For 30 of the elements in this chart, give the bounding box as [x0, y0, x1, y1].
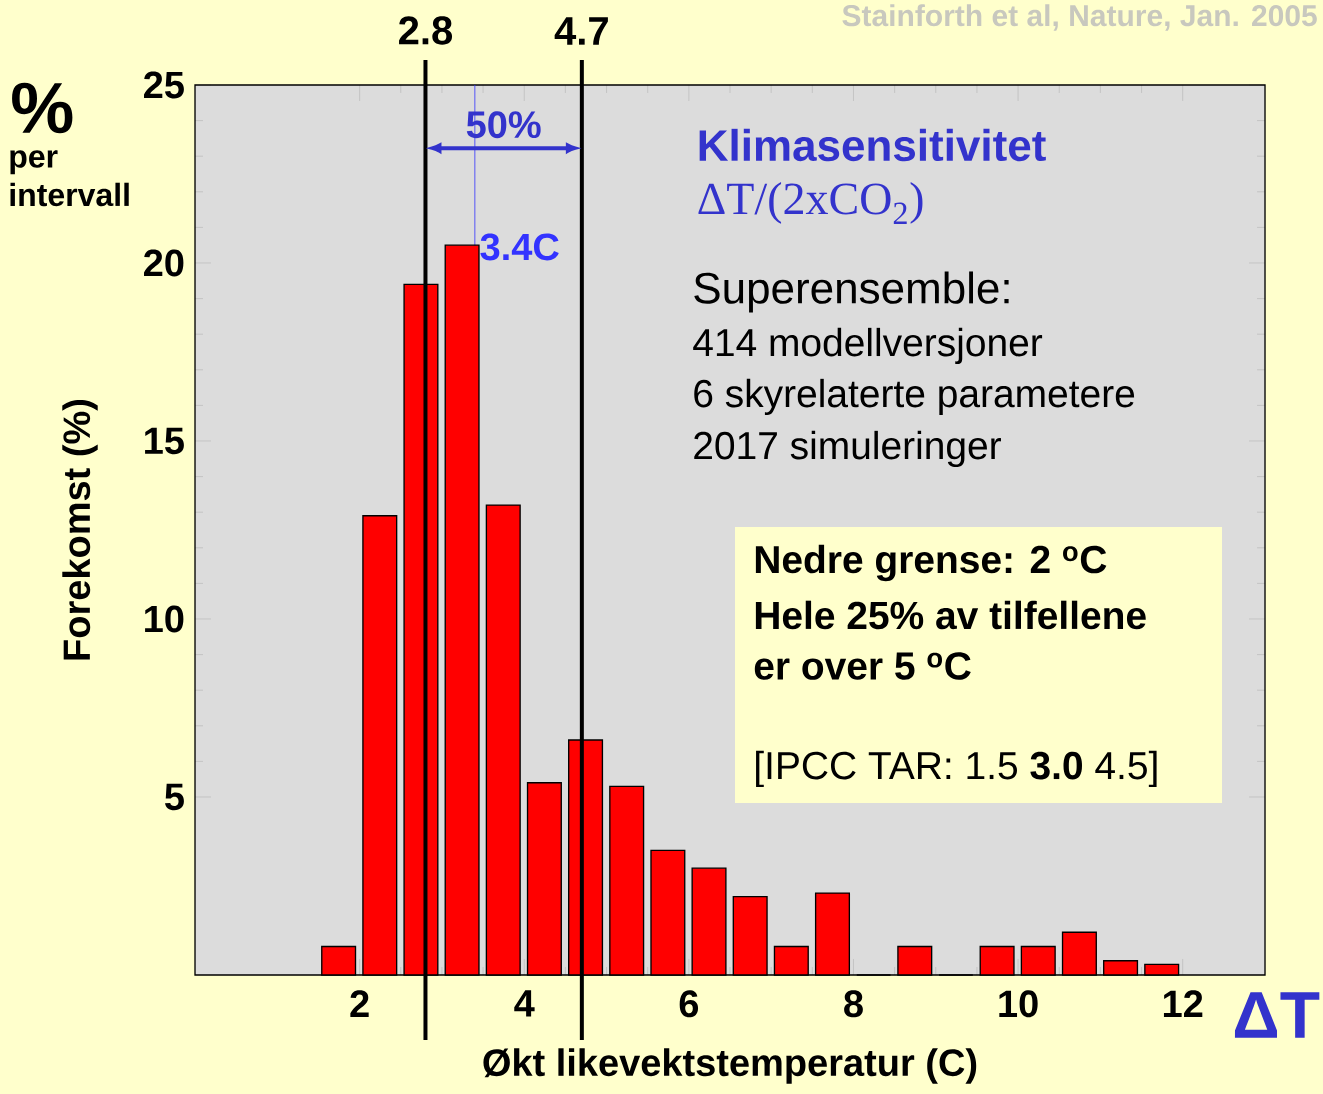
annotation: [IPCC TAR: 1.5 3.0 4.5] [756, 750, 1157, 788]
text: ΔT [1234, 992, 1320, 1038]
text: Klimasensitivitet [699, 128, 1046, 162]
annotation: Nedre grense: 2 $^{o}$C [755, 544, 1107, 582]
text: % [12, 82, 73, 134]
ref-line-label: 4.7 [554, 17, 608, 45]
x-tick-label: 6 [679, 990, 699, 1018]
x-tick-label: 8 [844, 990, 863, 1018]
ref-line-label: 3.4C [480, 233, 559, 261]
text: ΔT/(2xCO$_{2}$) [698, 182, 923, 224]
annotation: er over 5 $^{o}$C [754, 652, 971, 680]
y-axis-title: Forekomst (%) [62, 399, 98, 660]
y-tick-label: 10 [145, 605, 184, 633]
annotation: Superensemble: [694, 271, 1009, 313]
annotation: 2017 simuleringer [694, 430, 1001, 468]
annotation: Hele 25% av tilfellene [755, 600, 1146, 630]
y-tick-label: 25 [144, 71, 184, 99]
annotation: 414 modellversjoner [693, 327, 1043, 365]
annotation: 50% [466, 111, 541, 139]
ref-line-label: 2.8 [399, 16, 453, 45]
y-tick-label: 20 [144, 249, 184, 277]
y-tick-label: 15 [145, 427, 184, 455]
x-tick-label: 12 [1163, 990, 1203, 1017]
x-tick-label: 2 [350, 990, 369, 1017]
x-axis-title: Økt likevektstemperatur (C) [483, 1048, 977, 1084]
annotation: 6 skyrelaterte parametere [694, 378, 1135, 416]
text: per intervall [10, 150, 129, 207]
x-tick-label: 4 [514, 990, 535, 1017]
x-tick-label: 10 [999, 990, 1038, 1018]
y-tick-label: 5 [165, 783, 184, 811]
